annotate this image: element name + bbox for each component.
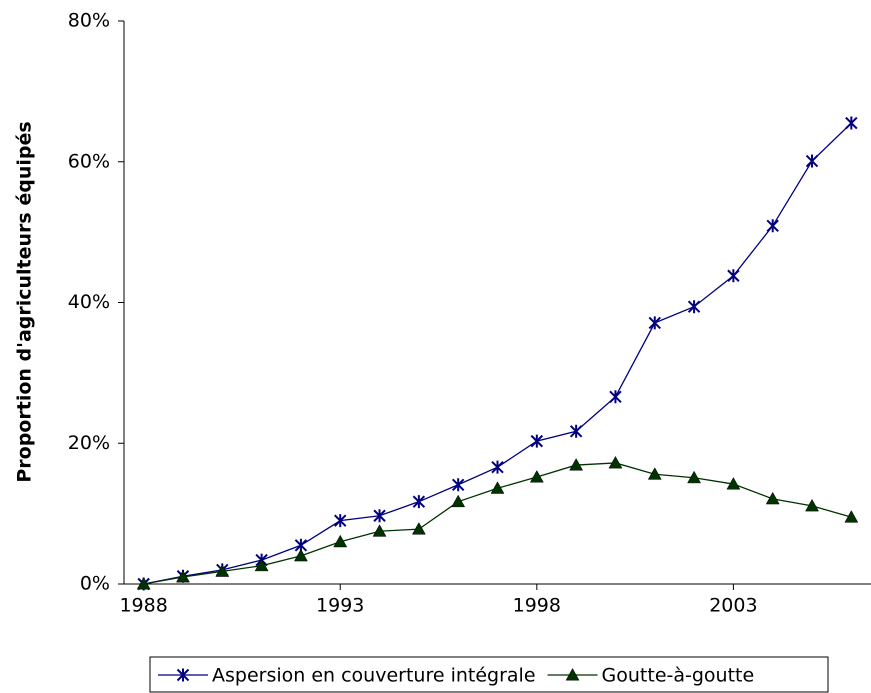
marker xyxy=(845,116,858,130)
marker xyxy=(373,509,386,523)
marker xyxy=(608,455,623,469)
marker xyxy=(334,514,347,528)
marker xyxy=(687,470,702,484)
marker xyxy=(451,478,465,492)
marker xyxy=(766,219,779,233)
marker xyxy=(569,458,584,471)
marker xyxy=(609,390,622,404)
y-tick-label: 20% xyxy=(68,432,110,454)
marker xyxy=(411,522,426,535)
y-tick-label: 80% xyxy=(68,10,110,32)
marker xyxy=(491,460,504,474)
x-tick-label: 2003 xyxy=(709,595,757,617)
marker xyxy=(687,300,701,314)
legend-label: Aspersion en couverture intégrale xyxy=(212,665,536,687)
marker xyxy=(372,524,387,537)
x-tick-label: 1998 xyxy=(513,595,561,617)
marker xyxy=(727,269,740,283)
marker xyxy=(490,481,505,494)
marker xyxy=(529,470,544,483)
series-line xyxy=(143,122,852,585)
marker xyxy=(647,467,662,480)
marker xyxy=(726,477,741,490)
marker xyxy=(569,424,583,438)
marker xyxy=(451,494,466,508)
x-tick-label: 1988 xyxy=(119,595,167,617)
y-tick-label: 40% xyxy=(68,291,110,313)
series-line xyxy=(143,462,852,585)
marker xyxy=(215,564,230,577)
marker xyxy=(176,668,190,682)
marker xyxy=(844,510,859,523)
marker xyxy=(805,498,819,512)
marker xyxy=(254,558,269,572)
y-axis-label: Proportion d'agriculteurs équipés xyxy=(14,121,36,482)
y-tick-label: 60% xyxy=(68,150,110,172)
marker xyxy=(136,576,151,590)
marker xyxy=(293,548,308,562)
marker xyxy=(412,495,426,509)
x-tick-label: 1993 xyxy=(316,595,364,617)
marker xyxy=(333,534,348,548)
legend-box xyxy=(149,656,829,693)
marker xyxy=(805,154,819,168)
marker xyxy=(648,316,661,330)
marker xyxy=(176,569,190,583)
y-tick-label: 0% xyxy=(80,573,110,595)
marker xyxy=(765,491,780,505)
legend-label: Goutte-à-goutte xyxy=(602,665,755,687)
marker xyxy=(565,667,580,681)
marker xyxy=(530,434,544,448)
